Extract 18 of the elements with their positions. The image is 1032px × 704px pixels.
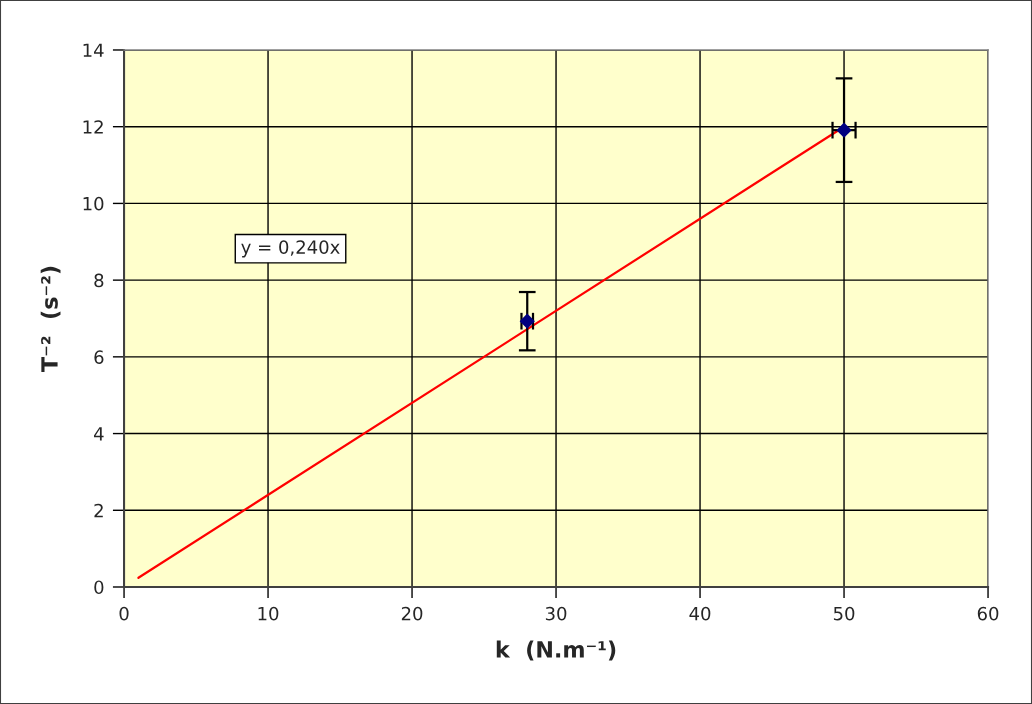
y-tick-label: 2	[94, 503, 103, 518]
y-tick-label: 4	[94, 427, 104, 441]
x-tick-label: 60	[977, 606, 999, 621]
x-tick-label: 20	[401, 606, 423, 621]
y-tick-label: 6	[94, 350, 104, 364]
x-axis-title: k (N.m⁻¹)	[496, 640, 616, 661]
y-tick-label: 10	[83, 196, 104, 211]
x-tick-label: 10	[258, 606, 279, 621]
x-tick-label: 40	[689, 606, 711, 621]
x-tick-label: 50	[833, 606, 855, 621]
x-tick-label: 0	[119, 606, 129, 621]
y-tick-label: 14	[83, 43, 104, 57]
annotation: y = 0,240x	[241, 240, 340, 258]
y-axis-title: T⁻² (s⁻²)	[40, 266, 61, 372]
y-tick-label: 8	[94, 273, 104, 288]
y-tick-label: 0	[94, 580, 104, 595]
x-tick-label: 30	[545, 606, 567, 621]
y-tick-label: 12	[83, 120, 103, 134]
